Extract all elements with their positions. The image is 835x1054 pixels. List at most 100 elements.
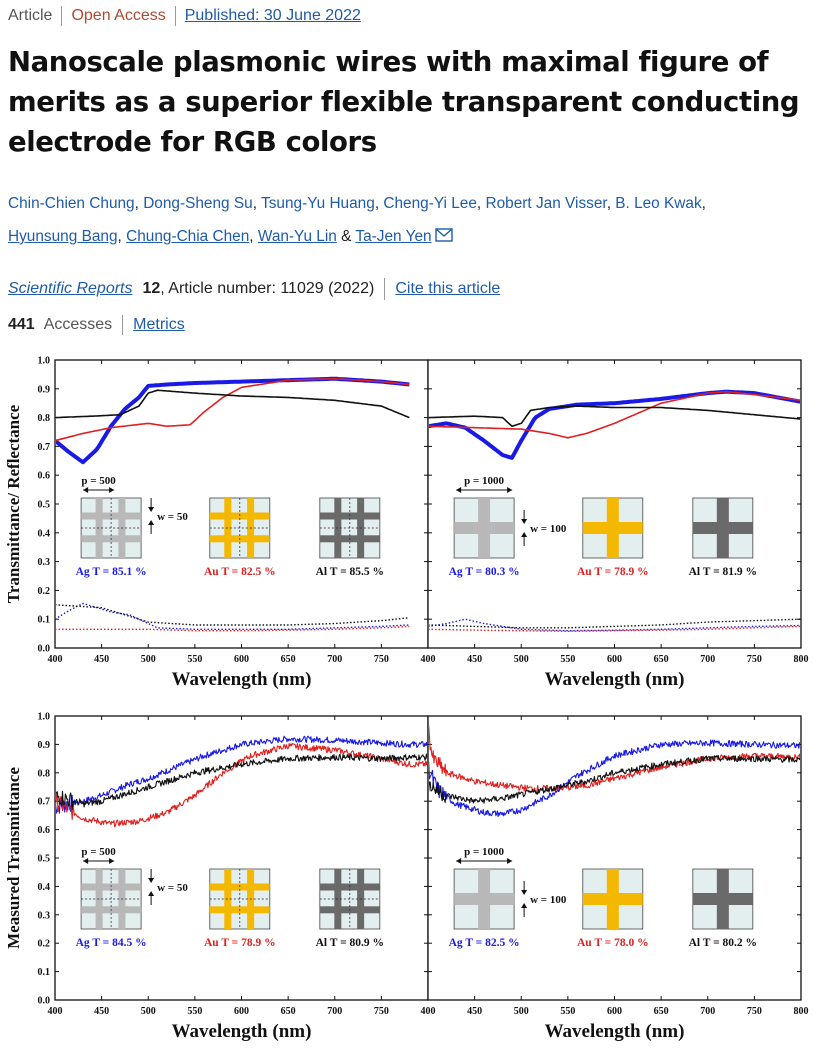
x-axis-label: Wavelength (nm) — [545, 669, 685, 690]
y-tick-label: 0.2 — [38, 586, 51, 597]
inset-grid-illustration: Ag T = 82.5 % Au T = 78.0 % Al T = 80.2 % p… — [449, 846, 757, 949]
arrow-head — [456, 858, 462, 864]
arrow-head — [521, 519, 528, 524]
series-line-au — [56, 625, 410, 632]
series-group — [56, 376, 410, 632]
series-line-ag — [429, 739, 800, 818]
arrow-head — [148, 507, 155, 512]
inset-transmittance-label: Al T = 80.2 % — [689, 937, 757, 949]
y-tick-label: 0.4 — [38, 528, 51, 539]
author-separator: , — [606, 195, 611, 212]
series-line-al — [429, 754, 800, 804]
x-tick-label: 600 — [607, 1006, 622, 1017]
x-tick-label: 500 — [141, 654, 156, 665]
article-number: , Article number: 11029 (2022) — [160, 280, 375, 297]
series-line-al — [56, 389, 410, 419]
author-separator: , — [117, 228, 122, 245]
x-tick-label: 400 — [421, 1006, 436, 1017]
width-label: w = 100 — [530, 523, 567, 535]
x-tick-label: 700 — [700, 654, 715, 665]
article-type: Article — [8, 7, 53, 24]
y-tick-label: 0.6 — [38, 471, 51, 482]
y-tick-label: 0.4 — [38, 882, 51, 893]
x-tick-label: 450 — [467, 654, 482, 665]
period-label: p = 1000 — [464, 475, 504, 487]
x-tick-label: 600 — [234, 1006, 249, 1017]
y-tick-label: 0.3 — [38, 910, 51, 921]
arrow-head — [83, 858, 89, 864]
period-label: p = 1000 — [464, 846, 504, 858]
envelope-icon[interactable] — [434, 221, 453, 254]
author-link[interactable]: Hyunsung Bang — [8, 228, 118, 245]
journal-link[interactable]: Scientific Reports — [8, 280, 133, 297]
y-tick-label: 1.0 — [38, 356, 51, 367]
arrow-head — [109, 487, 115, 493]
inset-wire — [692, 522, 753, 534]
x-tick-label: 750 — [747, 1006, 762, 1017]
series-line-au — [429, 625, 800, 632]
series-line-ag — [56, 735, 427, 814]
y-tick-label: 0.8 — [38, 768, 51, 779]
author-link[interactable]: B. Leo Kwak — [615, 195, 702, 212]
x-tick-label: 750 — [374, 654, 389, 665]
x-tick-label: 450 — [94, 654, 109, 665]
inset-transmittance-label: Au T = 78.9 % — [577, 566, 649, 578]
x-tick-label: 600 — [607, 654, 622, 665]
x-tick-label: 650 — [654, 654, 669, 665]
accesses-label: Accesses — [43, 316, 113, 333]
width-label: w = 100 — [530, 894, 567, 906]
x-axis-label: Wavelength (nm) — [172, 669, 312, 690]
author-link[interactable]: Tsung-Yu Huang — [261, 195, 375, 212]
x-tick-label: 550 — [560, 654, 575, 665]
x-tick-label: 650 — [281, 1006, 296, 1017]
author-link[interactable]: Cheng-Yi Lee — [383, 195, 477, 212]
x-tick-label: 400 — [421, 654, 436, 665]
x-tick-label: 550 — [187, 654, 202, 665]
arrow-head — [148, 520, 155, 525]
y-tick-label: 0.0 — [38, 644, 51, 655]
author-link[interactable]: Ta-Jen Yen — [355, 228, 432, 245]
cite-this-article-link[interactable]: Cite this article — [395, 280, 501, 297]
divider — [122, 315, 124, 335]
inset-wire — [582, 522, 643, 534]
article-meta-bar: Article Open Access Published: 30 June 2… — [8, 6, 361, 26]
author-link[interactable]: Wan-Yu Lin — [257, 228, 337, 245]
x-tick-label: 800 — [794, 654, 809, 665]
author-separator: , — [476, 195, 482, 212]
x-tick-label: 500 — [514, 654, 529, 665]
metrics-bar: 441 Accesses Metrics — [8, 315, 185, 335]
author-link[interactable]: Dong-Sheng Su — [143, 195, 253, 212]
inset-transmittance-label: Ag T = 84.5 % — [76, 937, 147, 949]
x-tick-label: 650 — [654, 1006, 669, 1017]
series-line-al — [429, 618, 800, 629]
y-tick-label: 0.9 — [38, 384, 51, 395]
y-tick-label: 0.1 — [38, 967, 51, 978]
x-tick-label: 650 — [281, 654, 296, 665]
author-link[interactable]: Chin-Chien Chung — [8, 195, 135, 212]
published-date-link[interactable]: Published: 30 June 2022 — [184, 7, 361, 24]
inset-transmittance-label: Au T = 78.0 % — [577, 937, 649, 949]
x-axis-label: Wavelength (nm) — [545, 1021, 685, 1042]
series-line-au — [56, 742, 427, 828]
author-link[interactable]: Chung-Chia Chen — [126, 228, 250, 245]
series-line-au — [429, 390, 800, 439]
arrow-head — [148, 878, 155, 883]
series-line-al — [429, 405, 800, 427]
chart-panel-top-right: 400 450 500 550 600 650 700 750 800 Wavelength (n… — [421, 359, 809, 690]
journal-volume: 12 — [142, 280, 161, 297]
metrics-link[interactable]: Metrics — [133, 316, 185, 333]
inset-transmittance-label: Al T = 81.9 % — [689, 566, 757, 578]
y-tick-label: 0.5 — [38, 500, 51, 511]
arrow-head — [83, 487, 89, 493]
inset-grid-illustration: Ag T = 85.1 % Au T = 82.5 % Al T = 85.5 % p… — [76, 475, 384, 578]
author-link[interactable]: Robert Jan Visser — [485, 195, 607, 212]
inset-transmittance-label: Al T = 80.9 % — [316, 937, 384, 949]
inset-transmittance-label: Au T = 78.9 % — [204, 937, 276, 949]
x-tick-label: 550 — [560, 1006, 575, 1017]
y-tick-label: 0.2 — [38, 939, 51, 950]
article-title: Nanoscale plasmonic wires with maximal f… — [8, 46, 800, 158]
journal-info: Scientific Reports 12 , Article number: … — [8, 278, 500, 300]
x-tick-label: 750 — [374, 1006, 389, 1017]
x-tick-label: 700 — [700, 1006, 715, 1017]
chart-panel-bottom-left: 0.0 0.1 0.2 0.3 0.4 0.5 0.6 0.7 0.8 0.9 1.0 400 450 5… — [4, 712, 429, 1042]
